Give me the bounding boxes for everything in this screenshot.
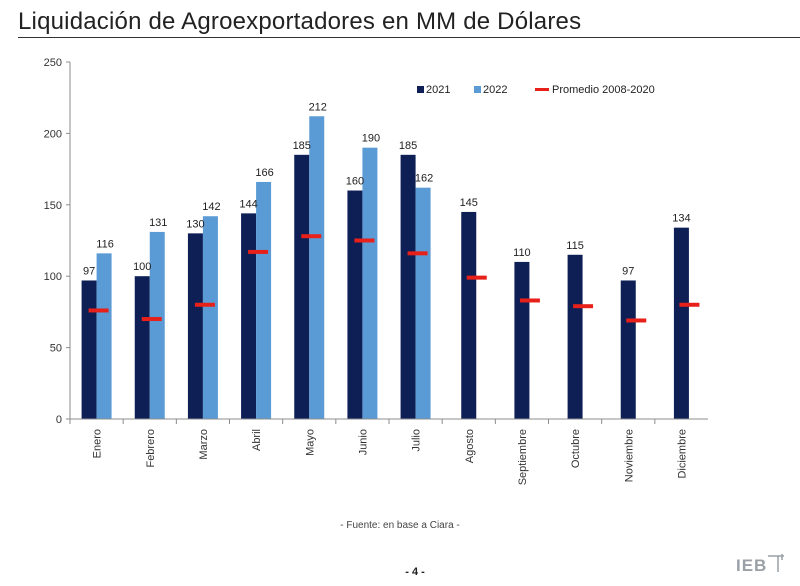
page-number: - 4 - bbox=[405, 566, 425, 578]
x-tick-label: Septiembre bbox=[517, 429, 529, 485]
x-tick-label: Diciembre bbox=[676, 429, 688, 479]
data-label-2021: 110 bbox=[513, 247, 531, 259]
avg-marker-mayo bbox=[301, 234, 322, 239]
data-label-2021: 115 bbox=[566, 240, 584, 252]
data-label-2021: 97 bbox=[622, 265, 634, 277]
x-tick-label: Agosto bbox=[464, 429, 476, 463]
data-label-2022: 131 bbox=[149, 217, 167, 229]
data-label-2021: 130 bbox=[186, 218, 204, 230]
x-tick-label: Noviembre bbox=[623, 429, 635, 482]
bar-2021-diciembre bbox=[673, 227, 689, 419]
avg-marker-noviembre bbox=[626, 318, 647, 323]
legend-swatch-2021 bbox=[417, 86, 424, 93]
avg-marker-agosto bbox=[466, 275, 487, 280]
data-label-2021: 144 bbox=[239, 198, 257, 210]
legend-swatch-2022 bbox=[474, 86, 481, 93]
x-tick-label: Marzo bbox=[198, 429, 210, 460]
data-label-2021: 97 bbox=[83, 265, 95, 277]
source-note: - Fuente: en base a Ciara - bbox=[340, 520, 460, 531]
bar-2021-noviembre bbox=[620, 280, 636, 419]
logo-mark-icon bbox=[768, 554, 784, 572]
data-label-2022: 166 bbox=[255, 167, 273, 179]
bar-2021-mayo bbox=[294, 154, 310, 419]
bar-2021-abril bbox=[241, 213, 257, 419]
data-label-2022: 212 bbox=[309, 101, 327, 113]
data-label-2021: 160 bbox=[346, 176, 364, 188]
x-tick-label: Mayo bbox=[304, 429, 316, 456]
bar-2022-marzo bbox=[202, 216, 218, 419]
y-tick-label: 250 bbox=[44, 57, 62, 69]
y-tick-label: 200 bbox=[44, 128, 62, 140]
data-label-2021: 134 bbox=[672, 213, 690, 225]
data-label-2021: 185 bbox=[293, 140, 311, 152]
bar-2021-enero bbox=[81, 280, 97, 419]
ieb-logo: IEB bbox=[736, 556, 768, 575]
bar-2021-julio bbox=[400, 154, 416, 419]
avg-marker-febrero bbox=[141, 317, 162, 322]
data-label-2021: 100 bbox=[133, 261, 151, 273]
avg-marker-abril bbox=[248, 249, 269, 254]
bar-2022-julio bbox=[415, 187, 431, 419]
bar-2021-septiembre bbox=[514, 261, 530, 419]
y-tick-label: 50 bbox=[50, 343, 62, 355]
bar-2022-junio bbox=[362, 147, 378, 419]
data-label-2021: 185 bbox=[399, 140, 417, 152]
y-tick-label: 150 bbox=[44, 200, 62, 212]
avg-marker-julio bbox=[407, 251, 428, 256]
y-tick-label: 0 bbox=[56, 414, 62, 426]
bar-2021-octubre bbox=[567, 254, 583, 419]
bar-2021-agosto bbox=[461, 211, 477, 419]
x-tick-label: Octubre bbox=[570, 429, 582, 468]
title-underline bbox=[18, 37, 800, 38]
avg-marker-marzo bbox=[194, 302, 215, 307]
legend-label-2022: 2022 bbox=[483, 84, 507, 96]
x-tick-label: Julio bbox=[411, 429, 423, 452]
bar-2022-mayo bbox=[309, 116, 325, 419]
bar-2021-marzo bbox=[187, 233, 203, 419]
x-tick-label: Junio bbox=[357, 429, 369, 455]
bar-2022-enero bbox=[96, 253, 112, 419]
avg-marker-diciembre bbox=[679, 302, 700, 307]
x-tick-label: Abril bbox=[251, 429, 263, 451]
avg-marker-octubre bbox=[573, 304, 594, 309]
x-tick-label: Enero bbox=[92, 429, 104, 458]
bar-2021-junio bbox=[347, 190, 363, 419]
x-tick-label: Febrero bbox=[145, 429, 157, 468]
chart-title: Liquidación de Agroexportadores en MM de… bbox=[18, 8, 582, 35]
avg-marker-septiembre bbox=[519, 298, 540, 303]
avg-marker-enero bbox=[88, 308, 109, 313]
legend-label-promedio: Promedio 2008-2020 bbox=[552, 84, 655, 96]
data-label-2022: 190 bbox=[362, 133, 380, 145]
bar-2021-febrero bbox=[134, 276, 150, 419]
data-label-2022: 116 bbox=[96, 238, 114, 250]
data-label-2022: 142 bbox=[202, 201, 220, 213]
legend-label-2021: 2021 bbox=[426, 84, 450, 96]
y-tick-label: 100 bbox=[44, 271, 62, 283]
legend-swatch-promedio bbox=[535, 88, 549, 91]
avg-marker-junio bbox=[354, 238, 375, 243]
bar-2022-febrero bbox=[149, 231, 165, 419]
data-label-2021: 145 bbox=[460, 197, 478, 209]
bar-2022-abril bbox=[256, 181, 272, 419]
data-label-2022: 162 bbox=[415, 173, 433, 185]
